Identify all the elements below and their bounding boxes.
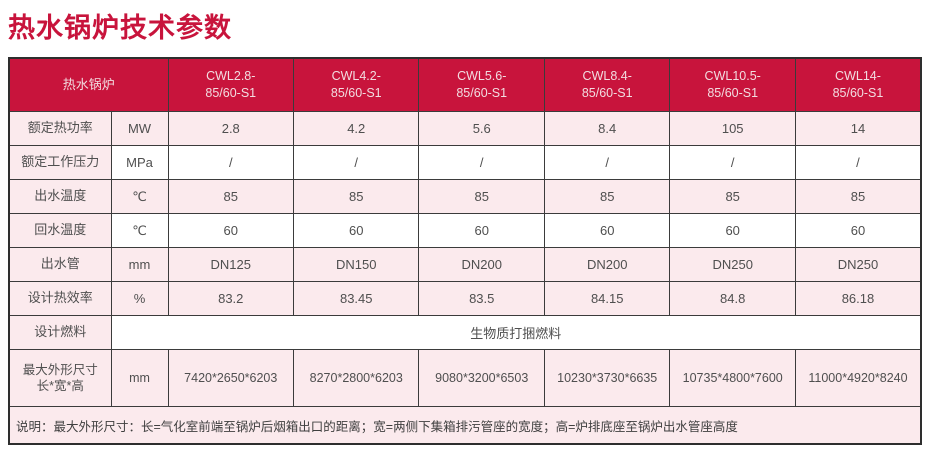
value-cell: 85 <box>292 179 420 214</box>
value-cell: 105 <box>669 111 796 146</box>
value-cell: 86.18 <box>794 281 922 316</box>
value-cell: 60 <box>669 213 796 248</box>
value-cell: 83.5 <box>418 281 545 316</box>
row-label-cell: 设计热效率 <box>8 281 112 316</box>
row-unit-cell: % <box>110 281 169 316</box>
boiler-params-table: 热水锅炉 CWL2.8- 85/60-S1 CWL4.2- 85/60-S1 CWL5… <box>8 57 922 445</box>
value-cell: 83.2 <box>167 281 295 316</box>
page-title: 热水锅炉技术参数 <box>8 13 232 43</box>
value-cell: 60 <box>167 213 295 248</box>
value-cell: 60 <box>418 213 545 248</box>
row-label-cell: 出水管 <box>8 247 112 282</box>
value-cell: 5.6 <box>418 111 545 146</box>
value-cell: 9080*3200*6503 <box>418 349 545 407</box>
table-body: 额定热功率 MW 2.8 4.2 5.6 8.4 105 14 额定工作压力 MPa / / / / / / 出… <box>8 111 922 445</box>
value-cell: / <box>543 145 671 180</box>
value-cell: 2.8 <box>167 111 295 146</box>
value-cell: 8270*2800*6203 <box>292 349 420 407</box>
row-label-cell: 额定热功率 <box>8 111 112 146</box>
value-cell: DN200 <box>418 247 545 282</box>
row-unit-cell: MPa <box>110 145 169 180</box>
row-unit-cell: ℃ <box>110 213 169 248</box>
param-row: 回水温度 ℃ 60 60 60 60 60 60 <box>8 213 922 248</box>
row-label-cell: 设计燃料 <box>8 315 112 350</box>
value-cell: / <box>669 145 796 180</box>
value-cell: 10230*3730*6635 <box>543 349 671 407</box>
value-cell: / <box>292 145 420 180</box>
row-label-cell: 额定工作压力 <box>8 145 112 180</box>
value-cell: 60 <box>543 213 671 248</box>
value-cell: 7420*2650*6203 <box>167 349 295 407</box>
value-cell: DN250 <box>669 247 796 282</box>
value-cell: / <box>167 145 295 180</box>
value-cell: 60 <box>794 213 922 248</box>
header-row: 热水锅炉 CWL2.8- 85/60-S1 CWL4.2- 85/60-S1 CWL5… <box>8 57 922 112</box>
model-header-cell: CWL14- 85/60-S1 <box>794 57 922 112</box>
model-header-cell: CWL4.2- 85/60-S1 <box>292 57 420 112</box>
row-label-cell: 最大外形尺寸 长*宽*高 <box>8 349 112 407</box>
dimensions-row: 最大外形尺寸 长*宽*高 mm 7420*2650*6203 8270*2800*62… <box>8 349 922 407</box>
value-cell: 85 <box>794 179 922 214</box>
param-row: 额定工作压力 MPa / / / / / / <box>8 145 922 180</box>
row-label-cell: 出水温度 <box>8 179 112 214</box>
row-unit-cell: mm <box>110 349 169 407</box>
corner-header-cell: 热水锅炉 <box>8 57 169 112</box>
value-cell: 84.8 <box>669 281 796 316</box>
model-header-cell: CWL2.8- 85/60-S1 <box>167 57 295 112</box>
value-cell: DN250 <box>794 247 922 282</box>
value-cell: DN125 <box>167 247 295 282</box>
value-cell: / <box>418 145 545 180</box>
value-cell: DN150 <box>292 247 420 282</box>
row-unit-cell: mm <box>110 247 169 282</box>
row-label-cell: 回水温度 <box>8 213 112 248</box>
value-cell: 85 <box>543 179 671 214</box>
fuel-row: 设计燃料 生物质打捆燃料 <box>8 315 922 350</box>
value-cell: 10735*4800*7600 <box>669 349 796 407</box>
param-row: 额定热功率 MW 2.8 4.2 5.6 8.4 105 14 <box>8 111 922 146</box>
row-unit-cell: MW <box>110 111 169 146</box>
value-cell: 85 <box>167 179 295 214</box>
value-cell: 8.4 <box>543 111 671 146</box>
value-cell: 60 <box>292 213 420 248</box>
param-row: 设计热效率% 83.2 83.45 83.5 84.15 84.8 86.18 <box>8 281 922 316</box>
value-cell: DN200 <box>543 247 671 282</box>
value-cell: 11000*4920*8240 <box>794 349 922 407</box>
model-header-cell: CWL8.4- 85/60-S1 <box>543 57 671 112</box>
table-header: 热水锅炉 CWL2.8- 85/60-S1 CWL4.2- 85/60-S1 CWL5… <box>8 57 922 112</box>
value-cell: / <box>794 145 922 180</box>
fuel-value-cell: 生物质打捆燃料 <box>110 315 922 350</box>
model-header-cell: CWL5.6- 85/60-S1 <box>418 57 545 112</box>
value-cell: 14 <box>794 111 922 146</box>
model-header-cell: CWL10.5- 85/60-S1 <box>669 57 796 112</box>
value-cell: 83.45 <box>292 281 420 316</box>
value-cell: 84.15 <box>543 281 671 316</box>
value-cell: 85 <box>418 179 545 214</box>
value-cell: 85 <box>669 179 796 214</box>
param-row: 出水管 mm DN125 DN150 DN200 DN200 DN250 DN250 <box>8 247 922 282</box>
note-text: 说明：最大外形尺寸：长=气化室前端至锅炉后烟箱出口的距离；宽=两侧下集箱排污管座… <box>8 406 922 445</box>
note-row: 说明：最大外形尺寸：长=气化室前端至锅炉后烟箱出口的距离；宽=两侧下集箱排污管座… <box>8 406 922 445</box>
row-unit-cell: ℃ <box>110 179 169 214</box>
value-cell: 4.2 <box>292 111 420 146</box>
param-row: 出水温度 ℃ 85 85 85 85 85 85 <box>8 179 922 214</box>
